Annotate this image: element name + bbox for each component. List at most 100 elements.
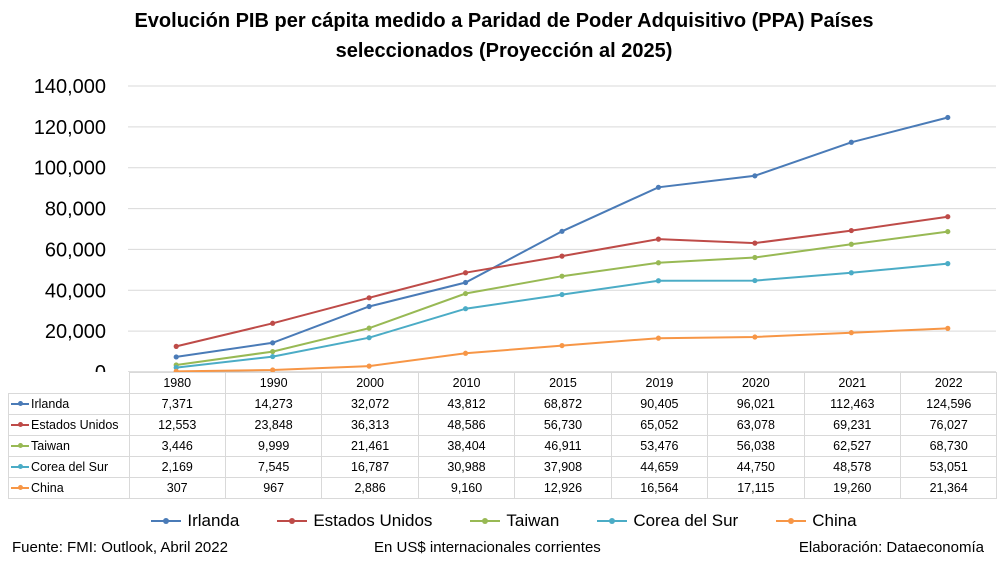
data-point-china bbox=[752, 334, 758, 340]
legend-swatch bbox=[597, 518, 628, 524]
legend-label: Irlanda bbox=[187, 511, 240, 530]
footer-credit: Elaboración: Dataeconomía bbox=[798, 539, 984, 556]
table-cell: 32,072 bbox=[321, 393, 419, 415]
table-row: Corea del Sur 2,169 7,545 16,787 30,988 37,90… bbox=[8, 456, 998, 478]
series-swatch bbox=[11, 421, 29, 427]
table-cell: 56,038 bbox=[707, 435, 805, 457]
table-cell: 36,313 bbox=[321, 414, 419, 436]
data-point-corea-del-sur bbox=[945, 261, 951, 267]
table-cell: 7,371 bbox=[128, 393, 226, 415]
data-point-estados-unidos bbox=[366, 295, 372, 301]
y-tick-label: 40,000 bbox=[45, 280, 106, 302]
x-tick-label: 1980 bbox=[128, 372, 226, 394]
table-cell: 48,586 bbox=[417, 414, 516, 436]
table-cell: 112,463 bbox=[803, 393, 902, 415]
data-point-irlanda bbox=[752, 173, 758, 179]
y-tick-label: 60,000 bbox=[45, 239, 106, 261]
data-table: 1980 1990 2000 2010 2015 2019 2020 2021 2022 Irl… bbox=[8, 372, 998, 499]
data-point-corea-del-sur bbox=[173, 364, 179, 371]
data-point-china bbox=[366, 363, 372, 369]
chart-plot: 0 20,000 40,000 60,000 80,000 100,000 120,000 1… bbox=[34, 76, 996, 372]
table-row: Taiwan 3,446 9,999 21,461 38,404 46,911 53,476… bbox=[8, 435, 998, 457]
table-cell: 44,659 bbox=[610, 456, 709, 478]
legend-item: Taiwan bbox=[470, 509, 559, 533]
table-cell: 3,446 bbox=[128, 435, 226, 457]
data-point-estados-unidos bbox=[945, 214, 951, 220]
footer-source: Fuente: FMI: Outlook, Abril 2022 bbox=[12, 539, 228, 556]
series-swatch bbox=[11, 400, 29, 406]
table-cell: 16,564 bbox=[610, 477, 709, 499]
data-point-corea-del-sur bbox=[462, 306, 469, 312]
x-tick-label: 2015 bbox=[514, 372, 612, 394]
x-tick-label: 2021 bbox=[803, 372, 902, 394]
legend-item: China bbox=[776, 509, 857, 533]
legend-label: Taiwan bbox=[506, 511, 560, 530]
data-point-irlanda bbox=[848, 139, 854, 145]
data-point-taiwan bbox=[655, 260, 662, 266]
table-cell: 90,405 bbox=[610, 393, 709, 415]
table-cell: 44,750 bbox=[707, 456, 805, 478]
data-point-taiwan bbox=[366, 325, 372, 331]
table-cell: 69,231 bbox=[803, 414, 902, 436]
series-line-estados-unidos bbox=[175, 215, 948, 348]
table-cell: 62,527 bbox=[803, 435, 902, 457]
table-cell: 16,787 bbox=[321, 456, 419, 478]
data-point-taiwan bbox=[270, 348, 276, 355]
series-name: Corea del Sur bbox=[31, 460, 109, 474]
table-cell: 38,404 bbox=[417, 435, 516, 457]
table-cell: 2,886 bbox=[321, 477, 419, 499]
table-cell: 63,078 bbox=[707, 414, 805, 436]
series-swatch bbox=[11, 463, 29, 469]
legend-label: Corea del Sur bbox=[633, 511, 739, 530]
series-swatch bbox=[11, 484, 29, 490]
series-name: Taiwan bbox=[31, 439, 70, 453]
series-line-irlanda bbox=[176, 116, 949, 358]
x-tick-label: 2000 bbox=[321, 372, 419, 394]
data-point-irlanda bbox=[462, 279, 469, 286]
x-tick-label: 2010 bbox=[417, 372, 516, 394]
data-point-china bbox=[848, 330, 854, 336]
y-tick-label: 20,000 bbox=[45, 321, 106, 343]
table-cell: 17,115 bbox=[707, 477, 805, 499]
data-point-corea-del-sur bbox=[270, 353, 276, 360]
table-corner bbox=[9, 373, 130, 394]
table-cell: 12,553 bbox=[128, 414, 226, 436]
table-cell: 56,730 bbox=[514, 414, 612, 436]
table-cell: 53,476 bbox=[610, 435, 709, 457]
table-cell: 96,021 bbox=[707, 393, 805, 415]
data-point-estados-unidos bbox=[173, 343, 179, 349]
table-header-row: 1980 1990 2000 2010 2015 2019 2020 2021 2022 bbox=[9, 372, 998, 394]
table-cell: 30,988 bbox=[417, 456, 516, 478]
table-row-label: Corea del Sur bbox=[8, 456, 130, 478]
y-tick-label: 80,000 bbox=[45, 199, 106, 221]
series-swatch bbox=[11, 442, 29, 448]
data-point-china bbox=[655, 335, 662, 341]
x-tick-label: 2019 bbox=[610, 372, 709, 394]
table-cell: 19,260 bbox=[803, 477, 902, 499]
table-body: Irlanda 7,371 14,273 32,072 43,812 68,872 90,4… bbox=[8, 393, 998, 499]
y-tick-label: 100,000 bbox=[34, 158, 106, 180]
legend-item: Corea del Sur bbox=[597, 509, 738, 533]
table-cell: 53,051 bbox=[899, 456, 998, 478]
data-point-estados-unidos bbox=[462, 270, 469, 276]
x-tick-label: 2022 bbox=[899, 372, 998, 394]
table-cell: 21,364 bbox=[899, 477, 998, 499]
y-tick-label: 0 bbox=[95, 362, 106, 372]
legend-swatch bbox=[776, 518, 807, 524]
table-row: Estados Unidos 12,553 23,848 36,313 48,586 56… bbox=[8, 414, 998, 436]
footer-units: En US$ internacionales corrientes bbox=[374, 539, 601, 556]
table-cell: 967 bbox=[224, 477, 323, 499]
data-point-irlanda bbox=[173, 354, 179, 360]
data-point-taiwan bbox=[462, 290, 469, 297]
data-point-china bbox=[173, 368, 179, 372]
data-point-estados-unidos bbox=[270, 320, 276, 326]
table-cell: 12,926 bbox=[514, 477, 612, 499]
data-point-estados-unidos bbox=[655, 236, 662, 242]
legend-label: China bbox=[812, 511, 857, 530]
table-cell: 9,160 bbox=[417, 477, 516, 499]
table-row-label: Taiwan bbox=[8, 435, 130, 457]
series-name: China bbox=[31, 481, 64, 495]
table-cell: 48,578 bbox=[803, 456, 902, 478]
chart-title-line-1: Evolución PIB per cápita medido a Parida… bbox=[134, 10, 874, 32]
data-point-estados-unidos bbox=[752, 240, 758, 246]
